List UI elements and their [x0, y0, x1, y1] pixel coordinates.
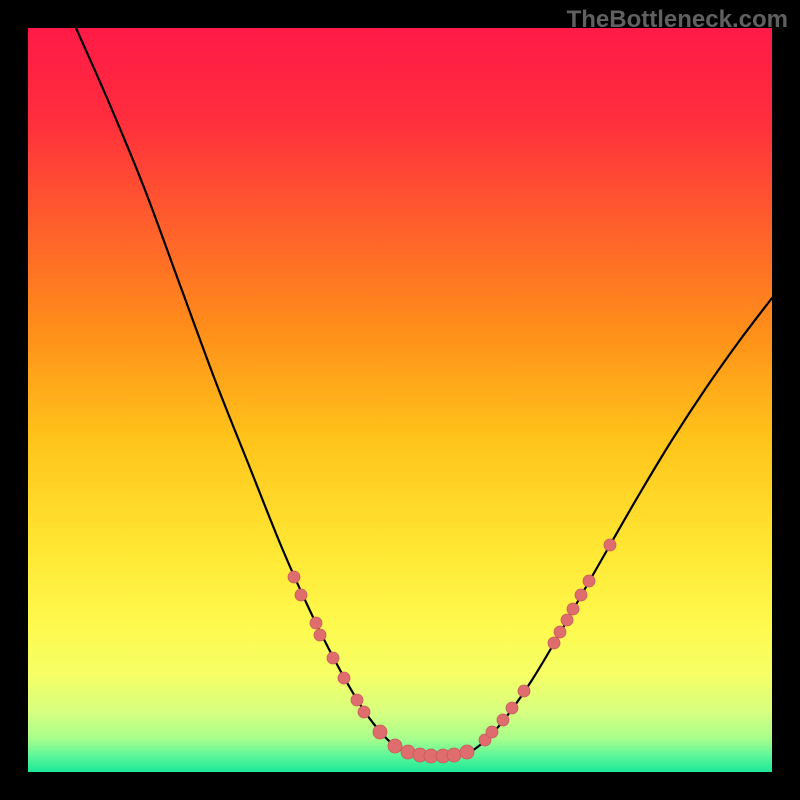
- data-marker: [351, 694, 363, 706]
- data-marker: [518, 685, 530, 697]
- data-marker: [460, 745, 474, 759]
- data-marker: [327, 652, 339, 664]
- data-marker: [604, 539, 616, 551]
- data-marker: [310, 617, 322, 629]
- data-marker: [575, 589, 587, 601]
- data-marker: [358, 706, 370, 718]
- data-marker: [314, 629, 326, 641]
- data-marker: [567, 603, 579, 615]
- chart-container: TheBottleneck.com: [0, 0, 800, 800]
- data-marker: [388, 739, 402, 753]
- data-marker: [486, 726, 498, 738]
- data-marker: [548, 637, 560, 649]
- data-marker: [295, 589, 307, 601]
- data-marker: [373, 725, 387, 739]
- data-marker: [288, 571, 300, 583]
- bottleneck-chart: [0, 0, 800, 800]
- plot-background: [28, 28, 772, 772]
- data-marker: [447, 748, 461, 762]
- data-marker: [497, 714, 509, 726]
- data-marker: [554, 626, 566, 638]
- data-marker: [338, 672, 350, 684]
- data-marker: [506, 702, 518, 714]
- data-marker: [583, 575, 595, 587]
- data-marker: [561, 614, 573, 626]
